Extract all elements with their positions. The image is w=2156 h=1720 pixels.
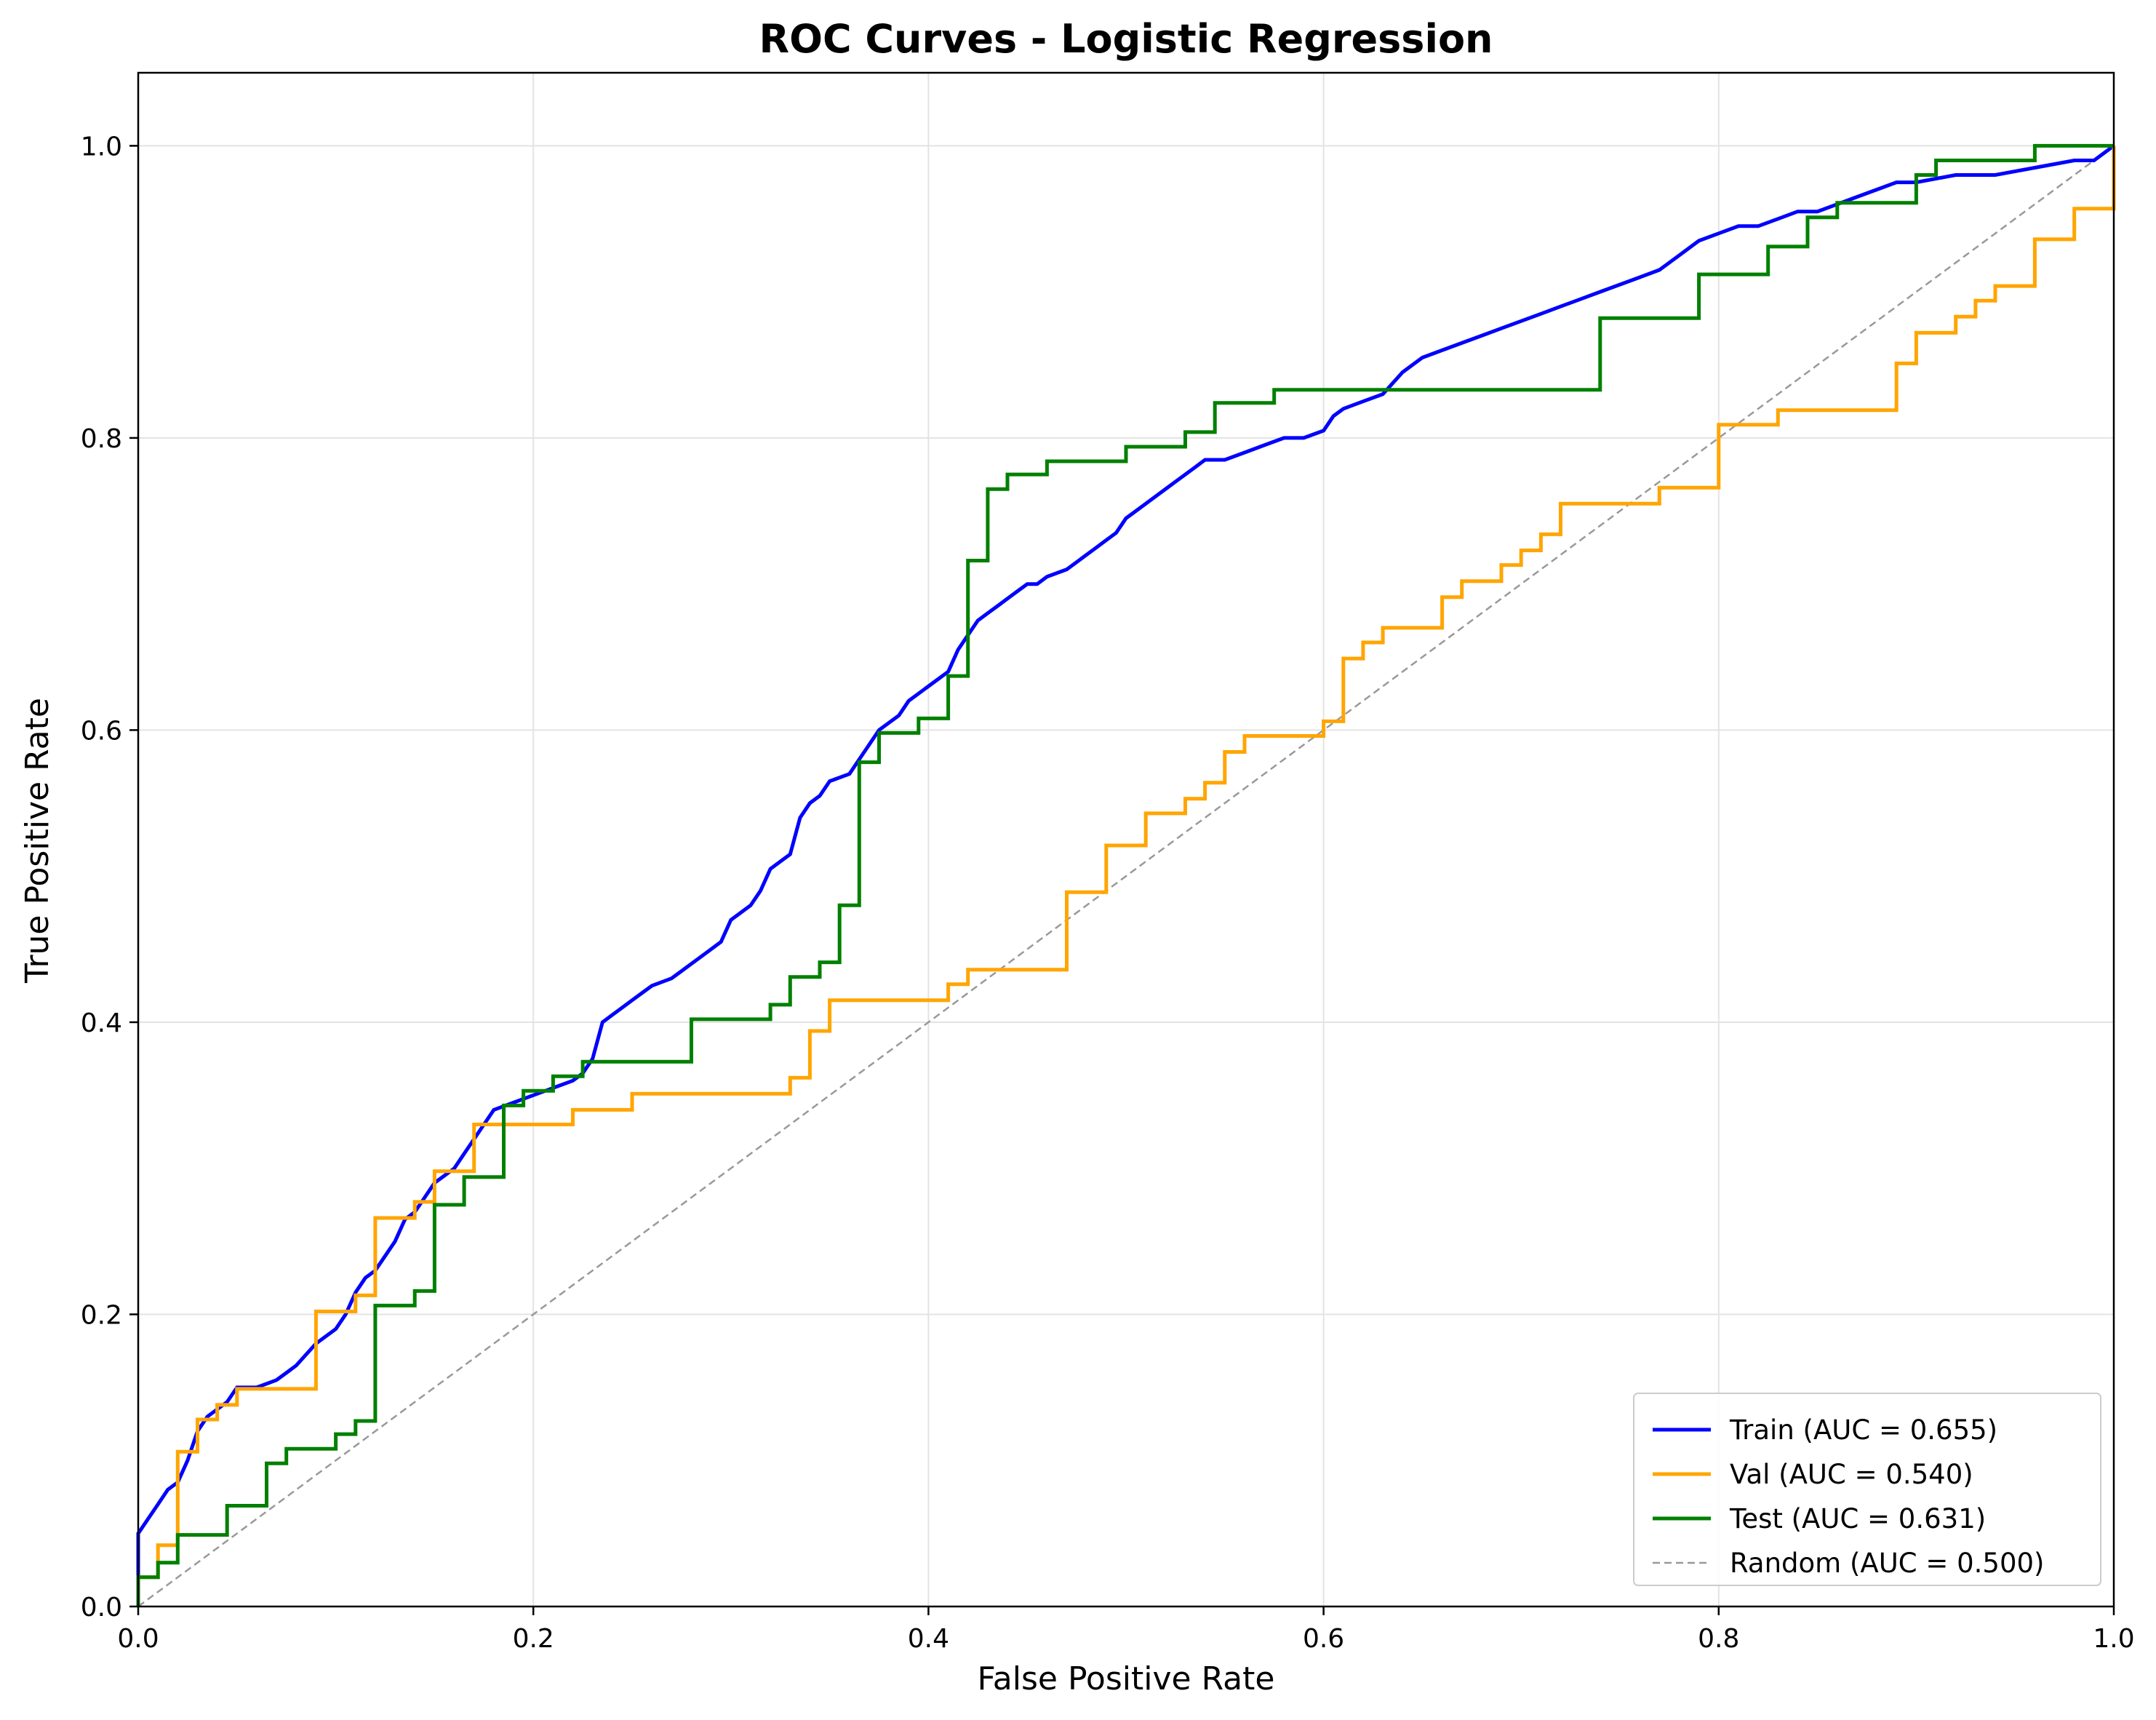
legend-label-test: Test (AUC = 0.631) <box>1729 1503 1986 1534</box>
x-tick-label: 0.2 <box>513 1624 554 1654</box>
y-tick-label: 0.2 <box>81 1300 122 1330</box>
legend-label-train: Train (AUC = 0.655) <box>1729 1414 1997 1446</box>
legend: Train (AUC = 0.655) Val (AUC = 0.540) Test… <box>1633 1393 2101 1586</box>
x-tick-label: 0.0 <box>117 1624 159 1654</box>
series-layer <box>136 143 2116 1608</box>
x-tick-label: 0.4 <box>908 1624 949 1654</box>
legend-label-val: Val (AUC = 0.540) <box>1730 1459 1973 1490</box>
legend-label-random: Random (AUC = 0.500) <box>1730 1548 2045 1579</box>
x-tick-label: 1.0 <box>2093 1624 2134 1654</box>
y-axis-label: True Positive Rate <box>19 698 56 984</box>
grid-lines <box>137 73 2115 1607</box>
y-tick-label: 0.0 <box>81 1593 122 1623</box>
plot-frame <box>137 71 2115 1608</box>
series-line-test <box>136 143 2114 1606</box>
x-axis-label: False Positive Rate <box>978 1660 1275 1697</box>
y-tick-label: 0.6 <box>81 716 122 746</box>
y-tick-label: 1.0 <box>81 132 122 162</box>
chart-title: ROC Curves - Logistic Regression <box>759 16 1493 62</box>
axis-ticks: 0.0 0.2 0.4 0.6 0.8 1.0 0.0 0.2 0.4 0.6 0.8 1.0 <box>81 132 2135 1654</box>
series-line-train <box>136 144 2115 1606</box>
series-line-val <box>136 146 2116 1606</box>
legend-box <box>1633 1393 2101 1586</box>
series-line-random <box>137 145 2115 1608</box>
y-tick-label: 0.4 <box>81 1008 122 1038</box>
y-tick-label: 0.8 <box>81 424 122 454</box>
x-tick-label: 0.6 <box>1303 1624 1344 1654</box>
x-tick-label: 0.8 <box>1698 1624 1739 1654</box>
